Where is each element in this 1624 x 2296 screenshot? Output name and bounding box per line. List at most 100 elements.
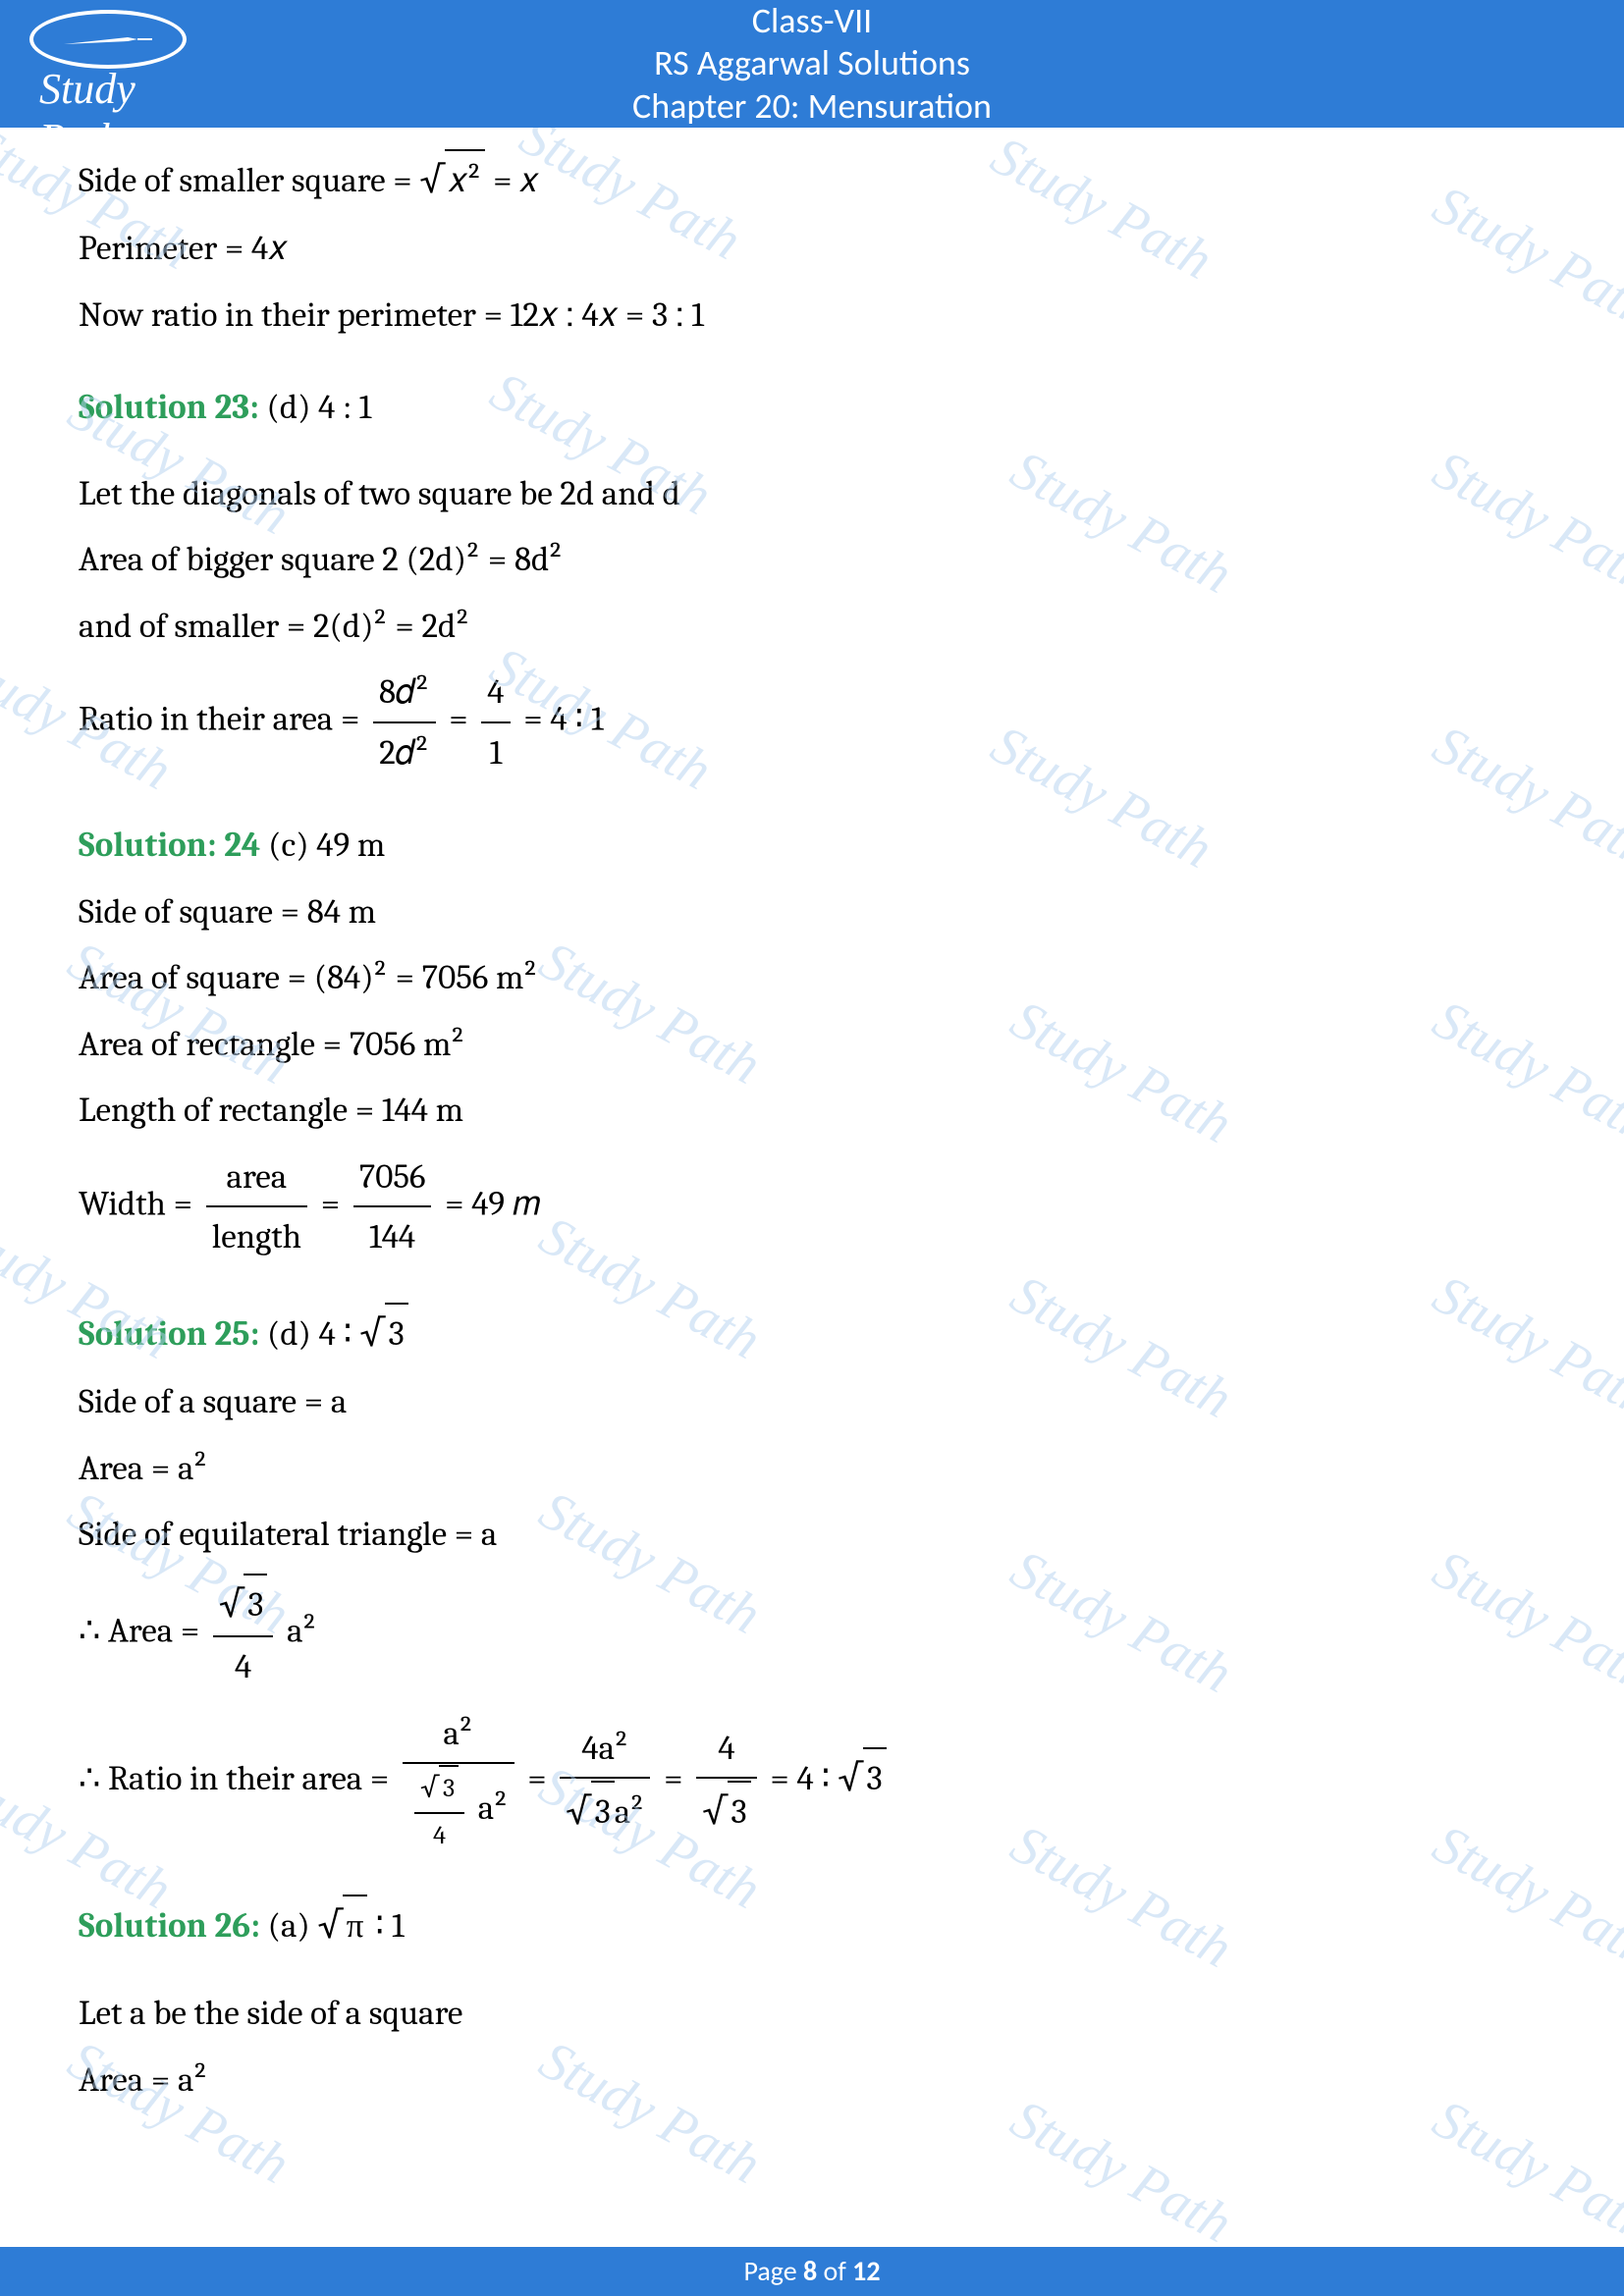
solution-26: Solution 26: (a) π ∶ 1 Let a be the side… (79, 1893, 1545, 2109)
page-footer: Page 8 of 12 (0, 2247, 1624, 2296)
denominator: length (206, 1207, 307, 1266)
solution-label: Solution 25: (79, 1313, 267, 1354)
solution-heading: Solution 23: (d) 4 : 1 (79, 378, 1545, 437)
solution-label: Solution: 24 (79, 825, 268, 865)
header-line1: Class-VII (752, 0, 872, 42)
numerator: 4a² (560, 1719, 650, 1780)
sqrt-icon: π (317, 1893, 367, 1956)
text: = 4 ∶ 1 (523, 699, 604, 739)
sqrt-body: 3 (863, 1747, 887, 1808)
numerator: 8𝑑² (373, 663, 435, 723)
text-line: Area of bigger square 2 (2d)² = 8d² (79, 530, 1545, 589)
text-line: Now ratio in their perimeter = 12𝑥 ∶ 4𝑥 … (79, 286, 1545, 345)
answer: (c) 49 m (268, 825, 385, 865)
pen-icon (59, 29, 157, 49)
header-line3: Chapter 20: Mensuration (632, 84, 992, 128)
sqrt-icon: 3 (420, 1764, 459, 1812)
text: = (527, 1758, 554, 1798)
solution-25: Solution 25: (d) 4 ∶ 3 Side of a square … (79, 1301, 1545, 1858)
fraction: 4 1 (481, 663, 510, 781)
text-line: Side of smaller square = 𝑥² = 𝑥 (79, 147, 1545, 211)
solution-label: Solution 26: (79, 1905, 268, 1946)
fraction: 8𝑑² 2𝑑² (373, 663, 435, 781)
text-line: and of smaller = 2(d)² = 2d² (79, 597, 1545, 656)
sqrt-body: 3 (728, 1781, 751, 1842)
header-title: Class-VII RS Aggarwal Solutions Chapter … (0, 0, 1624, 128)
text: = (449, 699, 475, 739)
denominator: 2𝑑² (373, 723, 435, 782)
sqrt-body: 𝑥² (445, 149, 486, 210)
denominator: 3a² (560, 1779, 650, 1842)
denominator: 4 (213, 1637, 273, 1696)
text-line: Perimeter = 4𝑥 (79, 219, 1545, 278)
solution-heading: Solution: 24 (c) 49 m (79, 816, 1545, 875)
text-line: Area of square = (84)² = 7056 m² (79, 948, 1545, 1007)
page-content: Side of smaller square = 𝑥² = 𝑥 Perimete… (0, 128, 1624, 2175)
fraction: area length (206, 1148, 307, 1266)
text-line: Let a be the side of a square (79, 1984, 1545, 2043)
text-line: Area = a² (79, 1439, 1545, 1498)
text: = 𝑥 (493, 160, 539, 200)
denominator: 3 (696, 1779, 756, 1842)
text: Side of smaller square = (79, 160, 419, 200)
text: ∴ Ratio in their area = (79, 1758, 397, 1798)
footer-current: 8 (803, 2254, 817, 2288)
denominator: 3 4 a² (403, 1764, 514, 1858)
fraction: 7056 144 (353, 1148, 432, 1266)
text-line: Side of a square = a (79, 1372, 1545, 1431)
numerator: 4 (481, 663, 510, 723)
footer-prefix: Page (743, 2254, 802, 2288)
sqrt-body: 3 (591, 1781, 615, 1842)
text-line: Side of square = 84 m (79, 882, 1545, 941)
sqrt-icon: 𝑥² (419, 147, 485, 211)
numerator: area (206, 1148, 307, 1208)
footer-total: 12 (852, 2254, 880, 2288)
solution-heading: Solution 25: (d) 4 ∶ 3 (79, 1301, 1545, 1364)
fraction: a² 3 4 a² (403, 1704, 514, 1858)
sqrt-icon: 3 (359, 1301, 407, 1364)
solution-23: Solution 23: (d) 4 : 1 Let the diagonals… (79, 378, 1545, 781)
answer: (d) 4 : 1 (267, 387, 372, 427)
text: a² (287, 1611, 317, 1651)
sqrt-body: 3 (244, 1574, 267, 1634)
text: = (321, 1184, 348, 1224)
numerator: 3 (414, 1764, 464, 1814)
sqrt-body: 3 (385, 1303, 408, 1363)
sqrt-icon: 3 (219, 1572, 267, 1635)
text-line: Area of rectangle = 7056 m² (79, 1015, 1545, 1074)
numerator: a² (403, 1704, 514, 1765)
sqrt-icon: 3 (702, 1779, 750, 1842)
fraction: 4a² 3a² (560, 1719, 650, 1843)
text: Ratio in their area = (79, 699, 367, 739)
text: a² (478, 1788, 509, 1828)
text-line: Width = area length = 7056 144 = 49 𝑚 (79, 1148, 1545, 1266)
answer: (d) 4 ∶ 3 (267, 1313, 408, 1354)
text-line: ∴ Area = 3 4 a² (79, 1572, 1545, 1696)
text: = 49 𝑚 (445, 1184, 540, 1224)
text-line: ∴ Ratio in their area = a² 3 4 a² = 4a² … (79, 1704, 1545, 1858)
sqrt-body: π (343, 1895, 368, 1955)
text-line: Area = a² (79, 2051, 1545, 2109)
numerator: 4 (696, 1719, 756, 1780)
text: ∴ Area = (79, 1611, 207, 1651)
numerator: 3 (213, 1572, 273, 1637)
solution-heading: Solution 26: (a) π ∶ 1 (79, 1893, 1545, 1956)
solution-24: Solution: 24 (c) 49 m Side of square = 8… (79, 816, 1545, 1266)
text: Width = (79, 1184, 200, 1224)
text: a² (615, 1791, 645, 1832)
numerator: 7056 (353, 1148, 432, 1208)
sqrt-icon: 3 (838, 1745, 886, 1809)
denominator: 4 (414, 1814, 464, 1858)
text-line: Let the diagonals of two square be 2d an… (79, 464, 1545, 523)
denominator: 144 (353, 1207, 432, 1266)
text: = 4 ∶ (770, 1758, 838, 1798)
text-line: Length of rectangle = 144 m (79, 1081, 1545, 1140)
logo: Study Path (29, 10, 226, 118)
fraction: 3 4 (414, 1764, 464, 1858)
text: (d) 4 ∶ (267, 1313, 359, 1354)
sqrt-icon: 3 (566, 1779, 614, 1842)
footer-mid: of (817, 2254, 852, 2288)
text: ∶ 1 (367, 1905, 404, 1946)
fraction: 4 3 (696, 1719, 756, 1843)
text: = (664, 1758, 690, 1798)
